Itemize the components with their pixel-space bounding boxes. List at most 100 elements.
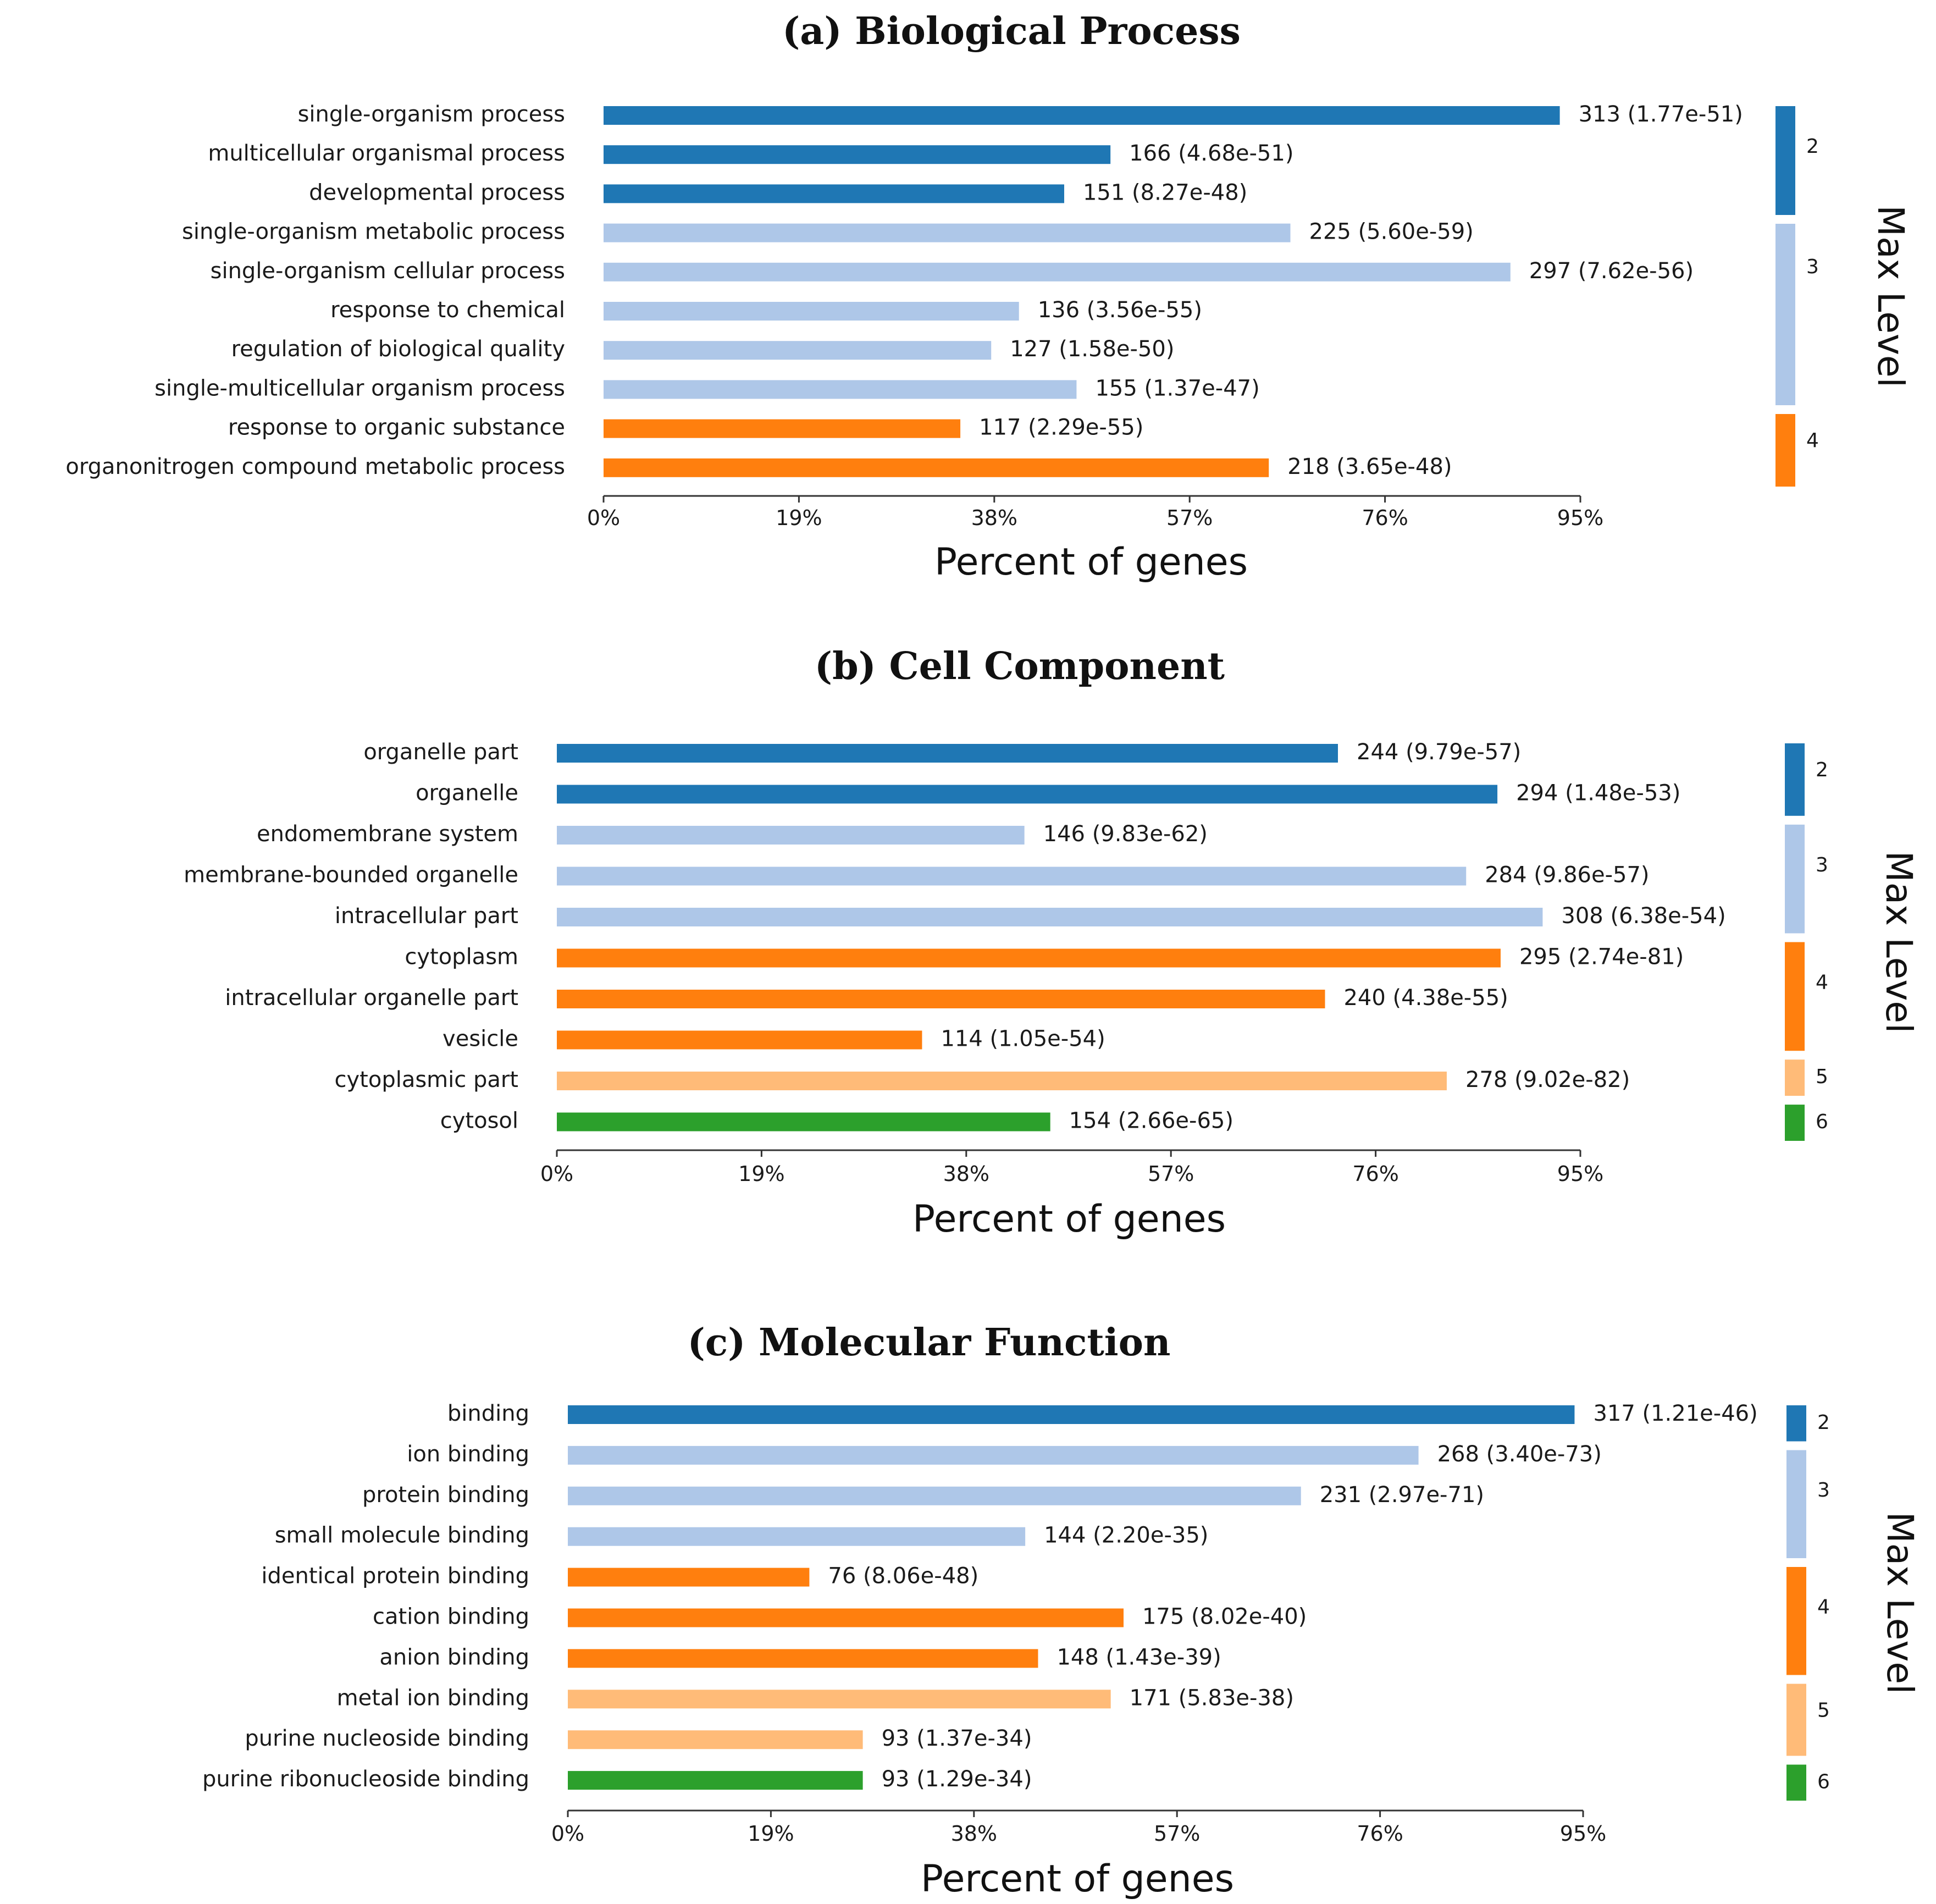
bar xyxy=(604,380,1077,399)
data-label: 114 (1.05e-54) xyxy=(941,1026,1105,1052)
bar xyxy=(604,106,1560,125)
data-label: 284 (9.86e-57) xyxy=(1485,863,1649,888)
category-label: small molecule binding xyxy=(275,1523,529,1548)
level-swatch xyxy=(1775,224,1795,405)
x-tick-label: 57% xyxy=(1154,1822,1200,1846)
data-label: 295 (2.74e-81) xyxy=(1519,945,1684,970)
data-label: 225 (5.60e-59) xyxy=(1309,219,1474,245)
x-axis-label: Percent of genes xyxy=(912,1197,1226,1241)
bar xyxy=(604,262,1511,282)
level-swatch xyxy=(1785,824,1805,934)
data-label: 171 (5.83e-38) xyxy=(1130,1685,1294,1710)
x-tick-label: 95% xyxy=(1557,1162,1603,1186)
level-label: 2 xyxy=(1817,1411,1830,1434)
category-label: identical protein binding xyxy=(261,1564,529,1589)
category-label: multicellular organismal process xyxy=(208,141,565,166)
bar xyxy=(604,419,961,438)
x-tick-label: 0% xyxy=(540,1162,573,1186)
data-label: 244 (9.79e-57) xyxy=(1357,739,1521,765)
category-label: single-organism cellular process xyxy=(211,258,565,284)
level-label: 5 xyxy=(1817,1699,1830,1721)
bar xyxy=(568,1405,1575,1424)
level-label: 5 xyxy=(1816,1066,1828,1088)
level-swatch xyxy=(1786,1567,1806,1675)
level-swatch xyxy=(1785,1105,1805,1141)
category-label: regulation of biological quality xyxy=(231,336,565,362)
bar xyxy=(604,223,1291,242)
category-label: binding xyxy=(447,1401,529,1426)
bar xyxy=(557,1112,1050,1132)
data-label: 76 (8.06e-48) xyxy=(828,1564,978,1589)
level-label: 4 xyxy=(1817,1596,1830,1619)
category-label: organelle xyxy=(416,781,518,806)
bar xyxy=(557,785,1498,804)
x-tick-label: 38% xyxy=(951,1822,997,1846)
bar xyxy=(568,1771,863,1790)
legend-title: Max Level xyxy=(1869,205,1912,388)
x-tick-label: 19% xyxy=(748,1822,794,1846)
x-tick-label: 95% xyxy=(1560,1822,1606,1846)
bar xyxy=(557,1072,1447,1090)
category-label: ion binding xyxy=(407,1442,529,1467)
x-axis-label: Percent of genes xyxy=(921,1857,1234,1901)
bar xyxy=(568,1486,1301,1505)
level-swatch xyxy=(1786,1405,1806,1442)
data-label: 117 (2.29e-55) xyxy=(979,415,1143,440)
data-label: 155 (1.37e-47) xyxy=(1095,376,1259,401)
x-tick-label: 76% xyxy=(1352,1162,1398,1186)
category-label: purine ribonucleoside binding xyxy=(202,1767,529,1792)
data-label: 151 (8.27e-48) xyxy=(1083,180,1247,205)
level-label: 3 xyxy=(1817,1479,1830,1502)
category-label: membrane-bounded organelle xyxy=(184,863,518,888)
level-swatch xyxy=(1785,743,1805,816)
level-swatch xyxy=(1785,1059,1805,1096)
x-axis-label: Percent of genes xyxy=(934,540,1248,584)
category-label: vesicle xyxy=(442,1026,518,1052)
x-tick-label: 57% xyxy=(1166,506,1213,530)
legend-title: Max Level xyxy=(1879,1512,1921,1695)
level-swatch xyxy=(1786,1450,1806,1558)
data-label: 278 (9.02e-82) xyxy=(1465,1067,1630,1092)
bar xyxy=(557,990,1325,1008)
data-label: 136 (3.56e-55) xyxy=(1038,297,1202,323)
data-label: 268 (3.40e-73) xyxy=(1437,1442,1602,1467)
bar xyxy=(568,1527,1026,1546)
category-label: single-multicellular organism process xyxy=(154,376,565,401)
data-label: 144 (2.20e-35) xyxy=(1044,1523,1208,1548)
data-label: 93 (1.29e-34) xyxy=(882,1767,1032,1792)
bar xyxy=(604,302,1019,321)
level-label: 6 xyxy=(1816,1111,1828,1133)
data-label: 218 (3.65e-48) xyxy=(1287,454,1452,479)
x-tick-label: 57% xyxy=(1148,1162,1194,1186)
bar xyxy=(604,458,1269,477)
x-tick-label: 0% xyxy=(551,1822,584,1846)
data-label: 166 (4.68e-51) xyxy=(1129,141,1293,166)
x-tick-label: 76% xyxy=(1357,1822,1403,1846)
data-label: 313 (1.77e-51) xyxy=(1579,102,1743,127)
data-label: 127 (1.58e-50) xyxy=(1010,336,1174,362)
level-swatch xyxy=(1775,106,1795,215)
level-label: 6 xyxy=(1817,1770,1830,1793)
level-label: 3 xyxy=(1816,854,1828,876)
level-swatch xyxy=(1786,1684,1806,1756)
category-label: response to organic substance xyxy=(228,415,565,440)
level-label: 2 xyxy=(1816,759,1828,781)
data-label: 175 (8.02e-40) xyxy=(1142,1604,1307,1630)
x-tick-label: 95% xyxy=(1557,506,1603,530)
category-label: developmental process xyxy=(309,180,565,205)
bar xyxy=(568,1445,1419,1465)
x-tick-label: 19% xyxy=(776,506,822,530)
category-label: response to chemical xyxy=(330,297,565,323)
x-tick-label: 19% xyxy=(738,1162,784,1186)
category-label: single-organism metabolic process xyxy=(182,219,565,245)
chart-title: (c) Molecular Function xyxy=(688,1321,1171,1365)
category-label: cytoplasm xyxy=(405,945,518,970)
bar xyxy=(604,145,1111,164)
data-label: 146 (9.83e-62) xyxy=(1043,821,1208,847)
data-label: 93 (1.37e-34) xyxy=(882,1726,1032,1751)
x-tick-label: 38% xyxy=(971,506,1017,530)
bar xyxy=(568,1649,1038,1668)
category-label: endomembrane system xyxy=(257,821,518,847)
data-label: 148 (1.43e-39) xyxy=(1056,1644,1221,1670)
